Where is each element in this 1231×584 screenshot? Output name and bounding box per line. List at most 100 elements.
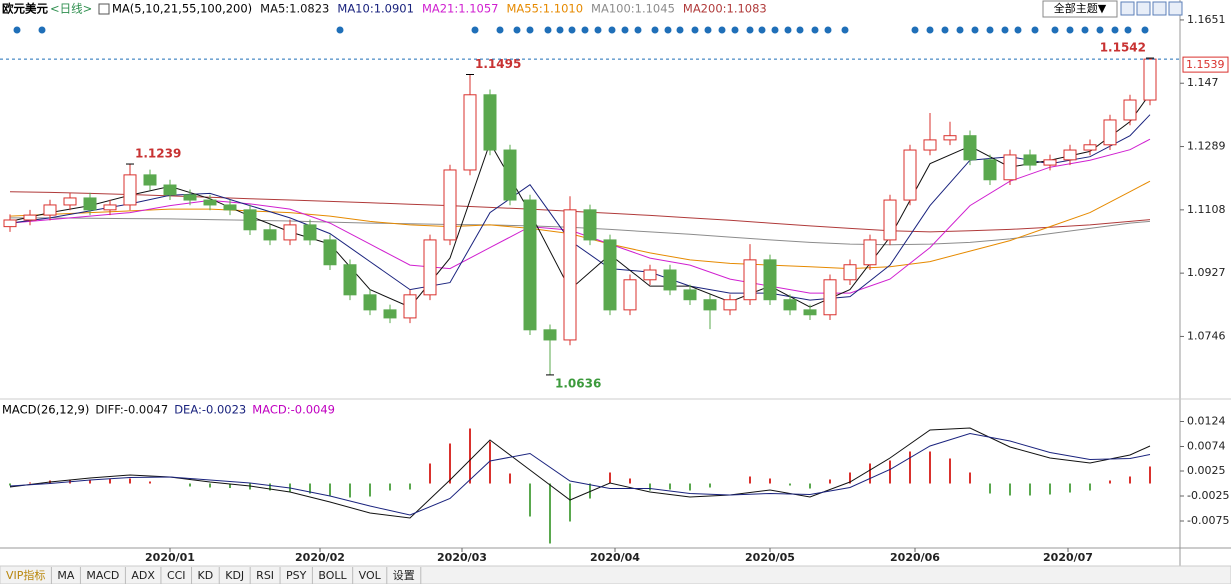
candle-body [163,184,177,196]
y-tick-label: 1.147 [1187,76,1219,89]
candle-body [723,299,737,311]
event-dot [1001,26,1009,34]
candle-body [823,279,837,316]
event-dot [676,26,684,34]
event-dot [1081,26,1089,34]
event-dot [526,26,534,34]
candle-body [443,169,457,241]
event-dot [1014,26,1022,34]
event-dot [13,26,21,34]
indicator-tab[interactable]: MA [57,569,74,582]
candle-body [1023,154,1037,166]
indicator-tab[interactable]: KDJ [225,569,244,582]
extreme-label: 1.0636 [555,376,601,390]
indicator-tab[interactable]: VIP指标 [6,568,45,582]
indicator-tab[interactable]: ADX [131,569,155,582]
macd-legend: DEA:-0.0023 [174,403,246,417]
candle-body [583,209,597,241]
event-dot [634,26,642,34]
y-tick-label: 1.1651 [1187,13,1226,26]
candle-body [203,199,217,206]
candle-body [703,299,717,311]
candle-body [463,94,477,171]
candle-body [943,135,957,141]
candle-body [83,197,97,211]
extreme-label: 1.1542 [1100,41,1146,55]
candle-body [263,229,277,241]
event-dot [568,26,576,34]
ma-line [9,93,1151,308]
event-dot [824,26,832,34]
candle-body [323,239,337,266]
legend-entry: MA21:1.1057 [422,2,499,16]
macd-line [9,427,1151,519]
y-tick-label: 1.0927 [1187,266,1226,279]
y-tick-label: -0.0025 [1187,489,1229,502]
event-dot [926,26,934,34]
indicator-tab[interactable]: CCI [167,569,186,582]
candle-body [503,149,517,201]
x-tick-label: 2020/01 [145,551,195,564]
legend-entry: MA55:1.1010 [506,2,583,16]
event-dot [594,26,602,34]
candle-body [143,174,157,186]
candle-body [563,209,577,341]
extreme-label: 1.1495 [475,57,521,71]
candle-body [623,279,637,311]
y-tick-label: 0.0025 [1187,464,1226,477]
event-dot [471,26,479,34]
candle-body [843,264,857,281]
period: <日线> [50,2,92,16]
theme-button[interactable]: 全部主题▼ [1054,1,1107,15]
event-dot [496,26,504,34]
indicator-tab[interactable]: MACD [86,569,119,582]
candle-body [1003,154,1017,181]
candle-body [903,149,917,201]
macd-legend: MACD:-0.0049 [252,403,335,417]
event-dot [1141,26,1149,34]
event-dot [651,26,659,34]
indicator-tab[interactable]: VOL [359,569,382,582]
event-dot [784,26,792,34]
event-dot [771,26,779,34]
candle-body [763,259,777,301]
event-dot [796,26,804,34]
candle-body [343,264,357,296]
indicator-tab[interactable]: PSY [286,569,307,582]
candle-body [363,294,377,311]
candle-body [23,214,37,221]
candle-body [603,239,617,311]
window-icons[interactable] [1120,1,1183,16]
x-tick-label: 2020/07 [1043,551,1093,564]
ma-checkbox[interactable] [98,3,110,15]
y-tick-label: 1.1108 [1187,203,1226,216]
event-dot [956,26,964,34]
event-dot [544,26,552,34]
indicator-tab[interactable]: RSI [256,569,274,582]
legend-entry: MA100:1.1045 [591,2,675,16]
y-tick-label: -0.0075 [1187,514,1229,527]
extreme-label: 1.1239 [135,147,181,161]
macd-legend: MACD(26,12,9) [2,403,89,417]
candle-body [403,294,417,319]
macd-legend: DIFF:-0.0047 [95,403,168,417]
event-dot [608,26,616,34]
candle-body [223,204,237,211]
y-tick-label: 1.1289 [1187,140,1226,153]
tab-bar [0,565,1231,584]
indicator-tab[interactable]: KD [198,569,214,582]
event-dot [718,26,726,34]
x-tick-label: 2020/03 [437,551,487,564]
candle-body [483,94,497,151]
event-dot [758,26,766,34]
event-dot [621,26,629,34]
y-tick-label: 0.0074 [1187,440,1226,453]
candle-body [423,239,437,296]
theme-button-box[interactable] [1042,0,1118,18]
event-dot [336,26,344,34]
event-dot [556,26,564,34]
candle-body [123,174,137,206]
indicator-tab[interactable]: BOLL [318,569,347,582]
candle-body [983,159,997,181]
indicator-tab[interactable]: 设置 [393,569,415,582]
